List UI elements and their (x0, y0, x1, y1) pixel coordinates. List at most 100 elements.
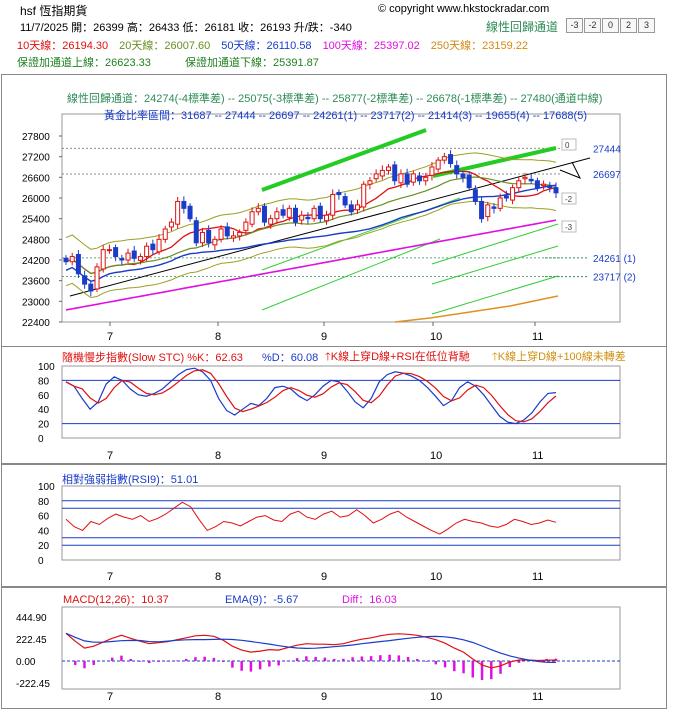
ma-legend: 10天線：26194.30 20天線：26007.60 50天線：26110.58 1… (17, 37, 539, 53)
macd-x-tick-label: 10 (430, 691, 442, 703)
candle-body (497, 197, 503, 209)
rsi-plot-frame (61, 485, 621, 561)
candle-body (106, 249, 112, 252)
x-tick-label: 8 (215, 331, 221, 343)
ma-legend-item: 100天線：25397.02 (322, 40, 420, 52)
candle-body (553, 187, 559, 194)
channel-chip[interactable]: -3 (566, 18, 583, 33)
channel-chip[interactable]: 0 (602, 18, 619, 33)
y-tick-label: 24800 (22, 235, 50, 246)
candle-body (168, 221, 174, 228)
bollinger-upper (65, 152, 557, 250)
candle-body (75, 253, 81, 275)
candle-body (355, 204, 361, 211)
regression-title: 線性回歸通道 (486, 20, 559, 34)
channel-chip[interactable]: -2 (584, 18, 601, 33)
channel-chip-bar[interactable]: -3 -2 0 2 3 (565, 18, 655, 33)
macd-line (65, 632, 557, 669)
rsi-y-tick-label: 20 (38, 541, 50, 552)
candle-body (466, 174, 472, 189)
candle-body (503, 195, 509, 199)
rsi-title: 相對強弱指數(RSI9)：51.01 (62, 474, 199, 486)
y-tick-label: 26000 (22, 194, 50, 205)
rsi-x-tick-label: 11 (532, 571, 543, 583)
candle-body (479, 200, 485, 220)
candle-body (261, 205, 267, 223)
rsi-panel (1, 464, 667, 587)
candle-body (243, 221, 249, 231)
macd-chart: 444.90 222.45 0.00 -222.45 7 8 9 10 11 (16, 606, 621, 703)
candle-body (305, 216, 311, 220)
x-tick-label: 10 (430, 331, 442, 343)
y-tick-label: 27200 (22, 153, 50, 164)
stc-x-tick-label: 10 (430, 450, 442, 462)
candle-body (162, 228, 168, 240)
macd-x-tick-label: 8 (215, 691, 221, 703)
candle-body (255, 207, 261, 213)
stc-title: 隨機慢步指數(Slow STC) %K：62.63 (62, 352, 243, 364)
candle-body (249, 211, 255, 225)
candle-body (218, 228, 224, 240)
rsi-y-tick-label: 100 (38, 482, 55, 493)
candle-body (69, 256, 75, 263)
copyright-text: © copyright www.hkstockradar.com (378, 3, 550, 15)
channel-chip[interactable]: 3 (638, 18, 655, 33)
rsi-y-tick-label: 40 (38, 526, 50, 537)
macd-x-tick-label: 9 (321, 691, 327, 703)
candle-body (119, 258, 125, 261)
stc-x-tick-label: 7 (107, 450, 113, 462)
candle-body (274, 211, 280, 220)
candle-body (379, 169, 385, 177)
candle-body (94, 266, 100, 290)
candle-body (485, 204, 491, 218)
rsi-y-tick-label: 60 (38, 512, 50, 523)
channel-chip[interactable]: 2 (620, 18, 637, 33)
channel-label-box (561, 220, 577, 233)
stc-x-tick-label: 8 (215, 450, 221, 462)
candle-body (510, 187, 516, 201)
stc-y-tick-label: 60 (38, 391, 50, 402)
golden-ratio-label: 26697 (593, 170, 621, 181)
x-tick-label: 11 (532, 331, 543, 343)
rsi-x-tick-label: 9 (321, 571, 327, 583)
rsi-x-tick-label: 8 (215, 571, 221, 583)
stc-x-tick-label: 11 (532, 450, 543, 462)
channel-line (431, 223, 559, 265)
channel-line (431, 245, 559, 285)
golden-ratio-label: 27444 (593, 144, 621, 155)
candle-body (398, 173, 404, 184)
candle-body (429, 166, 435, 176)
ma20-line (65, 176, 557, 275)
candle-body (175, 200, 181, 225)
channel-label: -2 (565, 195, 573, 204)
ma-legend-item: 20天線：26007.60 (119, 40, 211, 52)
stc-y-tick-label: 100 (38, 362, 55, 373)
rsi-line (65, 501, 557, 535)
candle-body (193, 220, 199, 244)
candle-body (367, 180, 373, 185)
macd-y-tick-label: 0.00 (16, 657, 36, 668)
candle-body (373, 173, 379, 180)
candle-body (100, 249, 106, 270)
stc-y-tick-label: 0 (38, 434, 44, 445)
candle-body (268, 218, 274, 225)
ma-legend-item: 50天線：26110.58 (221, 40, 312, 52)
golden-ratio-info: 黃金比率區間：31687 -- 27444 -- 26697 -- 24261(… (104, 110, 587, 122)
y-tick-label: 26600 (22, 173, 50, 184)
candle-body (460, 173, 466, 178)
candle-body (417, 175, 423, 182)
rsi-y-tick-label: 0 (38, 556, 44, 567)
macd-ema-line (65, 632, 557, 663)
channel-line (261, 238, 441, 311)
stc-note-2: 🡑K線上穿D線+100線未轉差 (492, 348, 626, 367)
stc-note-1: 🡑K線上穿D線+RSI在低位背馳 (325, 348, 470, 367)
candle-body (404, 173, 410, 185)
candle-body (522, 176, 528, 180)
candle-body (342, 196, 348, 206)
arrow-icon (559, 161, 582, 179)
candle-body (131, 250, 137, 259)
rsi-y-tick-label: 80 (38, 497, 50, 508)
candle-body (113, 247, 119, 258)
candle-body (206, 229, 212, 244)
golden-ratio-label: 24261 (1) (593, 254, 636, 265)
